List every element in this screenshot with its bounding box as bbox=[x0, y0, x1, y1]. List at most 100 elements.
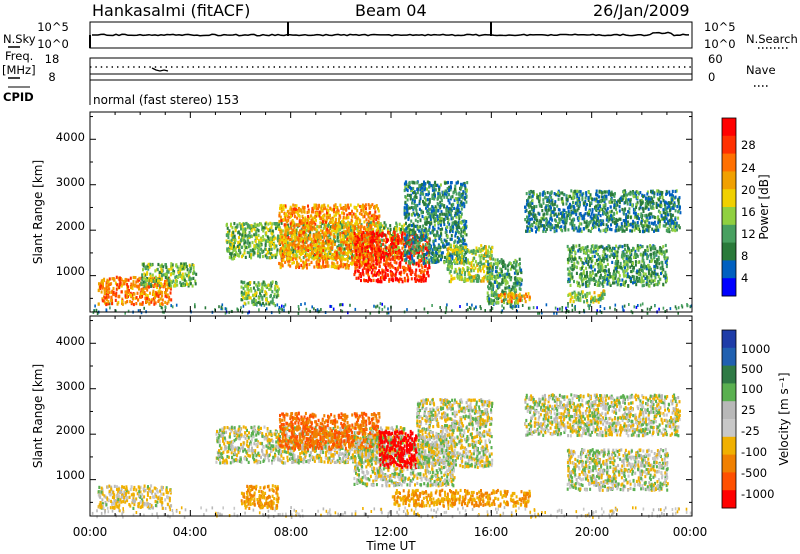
echo-cell bbox=[397, 257, 400, 261]
echo-cell bbox=[380, 257, 382, 261]
echo-cell bbox=[305, 228, 308, 232]
echo-cell bbox=[164, 276, 167, 280]
echo-cell bbox=[349, 224, 352, 228]
echo-cell bbox=[492, 257, 495, 261]
echo-cell bbox=[454, 245, 457, 249]
echo-cell bbox=[314, 249, 317, 253]
echo-cell bbox=[284, 216, 287, 220]
echo-cell bbox=[120, 290, 123, 294]
echo-cell bbox=[422, 243, 425, 247]
echo-cell bbox=[114, 294, 117, 298]
echo-cell bbox=[445, 193, 448, 197]
echo-cell bbox=[412, 211, 415, 215]
echo-cell bbox=[403, 251, 406, 255]
echo-cell bbox=[453, 187, 456, 191]
scatter-cell bbox=[475, 305, 477, 309]
scatter-cell bbox=[332, 307, 335, 311]
scatter-cell bbox=[468, 306, 471, 309]
echo-cell bbox=[362, 261, 365, 265]
echo-cell bbox=[385, 235, 388, 239]
echo-cell bbox=[346, 257, 349, 261]
echo-cell bbox=[458, 257, 461, 261]
echo-cell bbox=[167, 270, 170, 274]
echo-cell bbox=[292, 241, 295, 245]
echo-cell bbox=[166, 269, 169, 273]
echo-cell bbox=[378, 252, 381, 256]
echo-cell bbox=[116, 302, 119, 306]
echo-cell bbox=[354, 266, 357, 270]
echo-cell bbox=[358, 211, 361, 216]
echo-cell bbox=[504, 297, 507, 301]
echo-cell bbox=[398, 227, 401, 231]
echo-cell bbox=[407, 227, 410, 231]
echo-cell bbox=[385, 251, 388, 256]
echo-cell bbox=[413, 206, 416, 210]
echo-cell bbox=[407, 216, 410, 220]
echo-cell bbox=[511, 285, 514, 289]
echo-cell bbox=[165, 295, 168, 299]
scatter-cell bbox=[614, 307, 616, 311]
echo-cell bbox=[336, 208, 339, 212]
echo-cell bbox=[370, 221, 373, 225]
echo-cell bbox=[355, 246, 358, 250]
echo-cell bbox=[415, 274, 418, 278]
echo-cell bbox=[408, 261, 411, 265]
echo-cell bbox=[256, 251, 259, 255]
echo-cell bbox=[451, 216, 454, 220]
echo-cell bbox=[228, 255, 231, 260]
echo-cell bbox=[126, 293, 129, 297]
echo-cell bbox=[271, 240, 273, 244]
echo-cell bbox=[303, 221, 306, 225]
echo-cell bbox=[372, 278, 375, 282]
echo-cell bbox=[158, 273, 161, 277]
echo-cell bbox=[485, 251, 487, 255]
echo-cell bbox=[490, 276, 493, 280]
echo-cell bbox=[363, 214, 366, 219]
echo-cell bbox=[338, 220, 340, 224]
echo-cell bbox=[264, 254, 267, 258]
echo-cell bbox=[340, 259, 343, 263]
echo-cell bbox=[248, 254, 251, 258]
echo-cell bbox=[460, 215, 463, 219]
echo-cell bbox=[243, 242, 246, 246]
echo-cell bbox=[155, 292, 158, 296]
echo-cell bbox=[384, 240, 387, 244]
echo-cell bbox=[518, 257, 521, 261]
nsearch-label: N.Search bbox=[746, 32, 798, 46]
echo-cell bbox=[179, 267, 182, 271]
scatter-cell bbox=[553, 311, 555, 315]
scatter-cell bbox=[96, 312, 99, 315]
echo-cell bbox=[325, 252, 328, 256]
echo-cell bbox=[189, 269, 192, 273]
echo-cell bbox=[282, 207, 285, 211]
echo-cell bbox=[367, 276, 370, 280]
echo-cell bbox=[326, 211, 328, 215]
echo-cell bbox=[477, 262, 480, 266]
echo-cell bbox=[354, 212, 357, 217]
echo-cell bbox=[326, 258, 329, 262]
echo-cell bbox=[342, 232, 345, 236]
echo-cell bbox=[349, 239, 352, 243]
echo-cell bbox=[423, 256, 426, 261]
echo-cell bbox=[396, 256, 399, 260]
echo-cell bbox=[409, 243, 412, 247]
echo-cell bbox=[129, 299, 132, 304]
echo-cell bbox=[302, 223, 305, 228]
echo-cell bbox=[297, 246, 300, 250]
echo-cell bbox=[305, 263, 308, 267]
scatter-cell bbox=[680, 304, 683, 308]
echo-cell bbox=[369, 230, 372, 234]
echo-cell bbox=[317, 207, 320, 211]
echo-cell bbox=[415, 204, 418, 208]
echo-cell bbox=[274, 226, 277, 231]
echo-cell bbox=[458, 248, 461, 252]
echo-cell bbox=[286, 225, 289, 229]
echo-cell bbox=[314, 256, 317, 260]
echo-cell bbox=[287, 218, 290, 222]
echo-cell bbox=[371, 222, 374, 226]
echo-cell bbox=[349, 234, 352, 238]
echo-cell bbox=[329, 220, 331, 224]
echo-cell bbox=[290, 237, 293, 242]
echo-cell bbox=[287, 263, 290, 267]
echo-cell bbox=[437, 259, 440, 263]
